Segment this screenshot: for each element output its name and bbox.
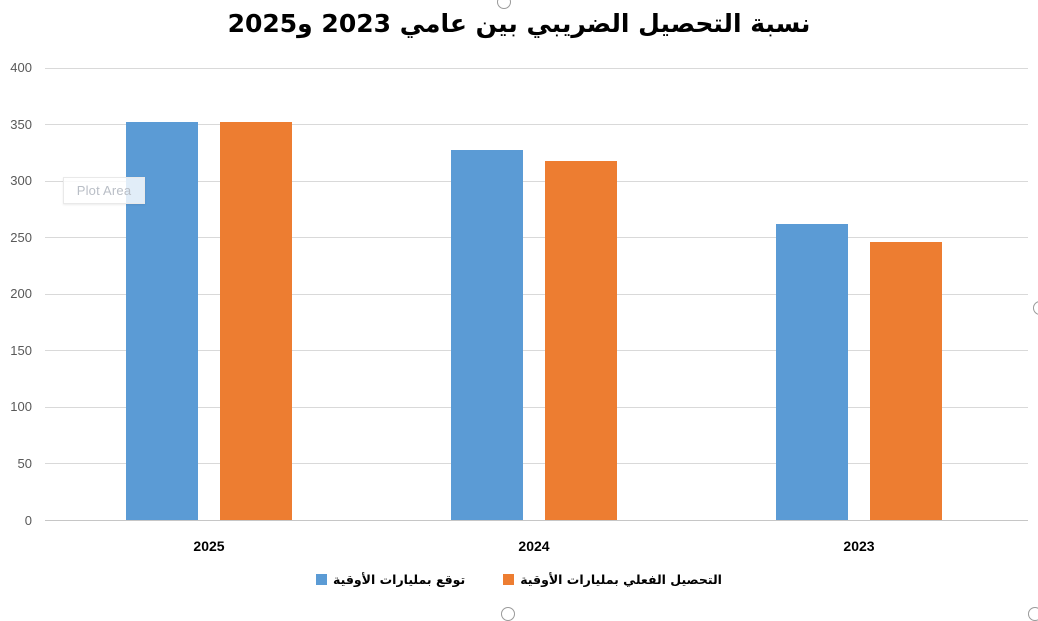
x-category-label-2023: 2023 — [843, 538, 875, 554]
y-tick-label-100: 100 — [10, 399, 32, 415]
legend-swatch-icon — [316, 573, 328, 585]
y-tick-label-300: 300 — [10, 173, 32, 189]
chart-title: نسبة التحصيل الضريبي بين عامي 2023 و2025 — [227, 9, 811, 38]
y-tick-label-200: 200 — [10, 286, 32, 302]
x-category-label-2024: 2024 — [518, 538, 550, 554]
gridline-150 — [45, 350, 1028, 352]
legend-label: التحصيل الفعلي بمليارات الأوقية — [520, 571, 722, 587]
bar-2023-series1[interactable] — [776, 224, 848, 521]
y-tick-label-150: 150 — [10, 342, 32, 358]
selection-handle-top-center[interactable] — [497, 0, 511, 9]
gridline-100 — [45, 406, 1028, 408]
legend-swatch-icon — [503, 573, 515, 585]
gridline-300 — [45, 180, 1028, 182]
bar-2023-series2[interactable] — [870, 242, 942, 521]
plot-area-tooltip: Plot Area — [63, 177, 145, 204]
x-category-label-2025: 2025 — [193, 538, 225, 554]
gridline-0 — [45, 520, 1028, 521]
y-tick-label-50: 50 — [17, 455, 32, 471]
bar-2025-series2[interactable] — [220, 122, 292, 521]
bar-2024-series2[interactable] — [545, 160, 617, 521]
y-tick-label-0: 0 — [24, 512, 32, 528]
legend-label: توقع بمليارات الأوقية — [333, 571, 466, 587]
gridline-400 — [45, 67, 1028, 69]
y-tick-label-250: 250 — [10, 229, 32, 245]
legend-item-1[interactable]: توقع بمليارات الأوقية — [316, 572, 465, 587]
gridline-50 — [45, 463, 1028, 465]
gridline-200 — [45, 293, 1028, 295]
gridline-350 — [45, 124, 1028, 126]
selection-handle-bottom-right[interactable] — [1028, 607, 1038, 621]
bar-2024-series1[interactable] — [451, 149, 523, 521]
gridline-250 — [45, 237, 1028, 239]
y-tick-label-400: 400 — [10, 60, 32, 76]
selection-handle-right-middle[interactable] — [1033, 301, 1038, 315]
chart-legend: توقع بمليارات الأوقية التحصيل الفعلي بملي… — [0, 569, 1038, 589]
legend-item-2[interactable]: التحصيل الفعلي بمليارات الأوقية — [503, 572, 722, 587]
selection-handle-bottom-center[interactable] — [501, 607, 515, 621]
y-tick-label-350: 350 — [10, 116, 32, 132]
